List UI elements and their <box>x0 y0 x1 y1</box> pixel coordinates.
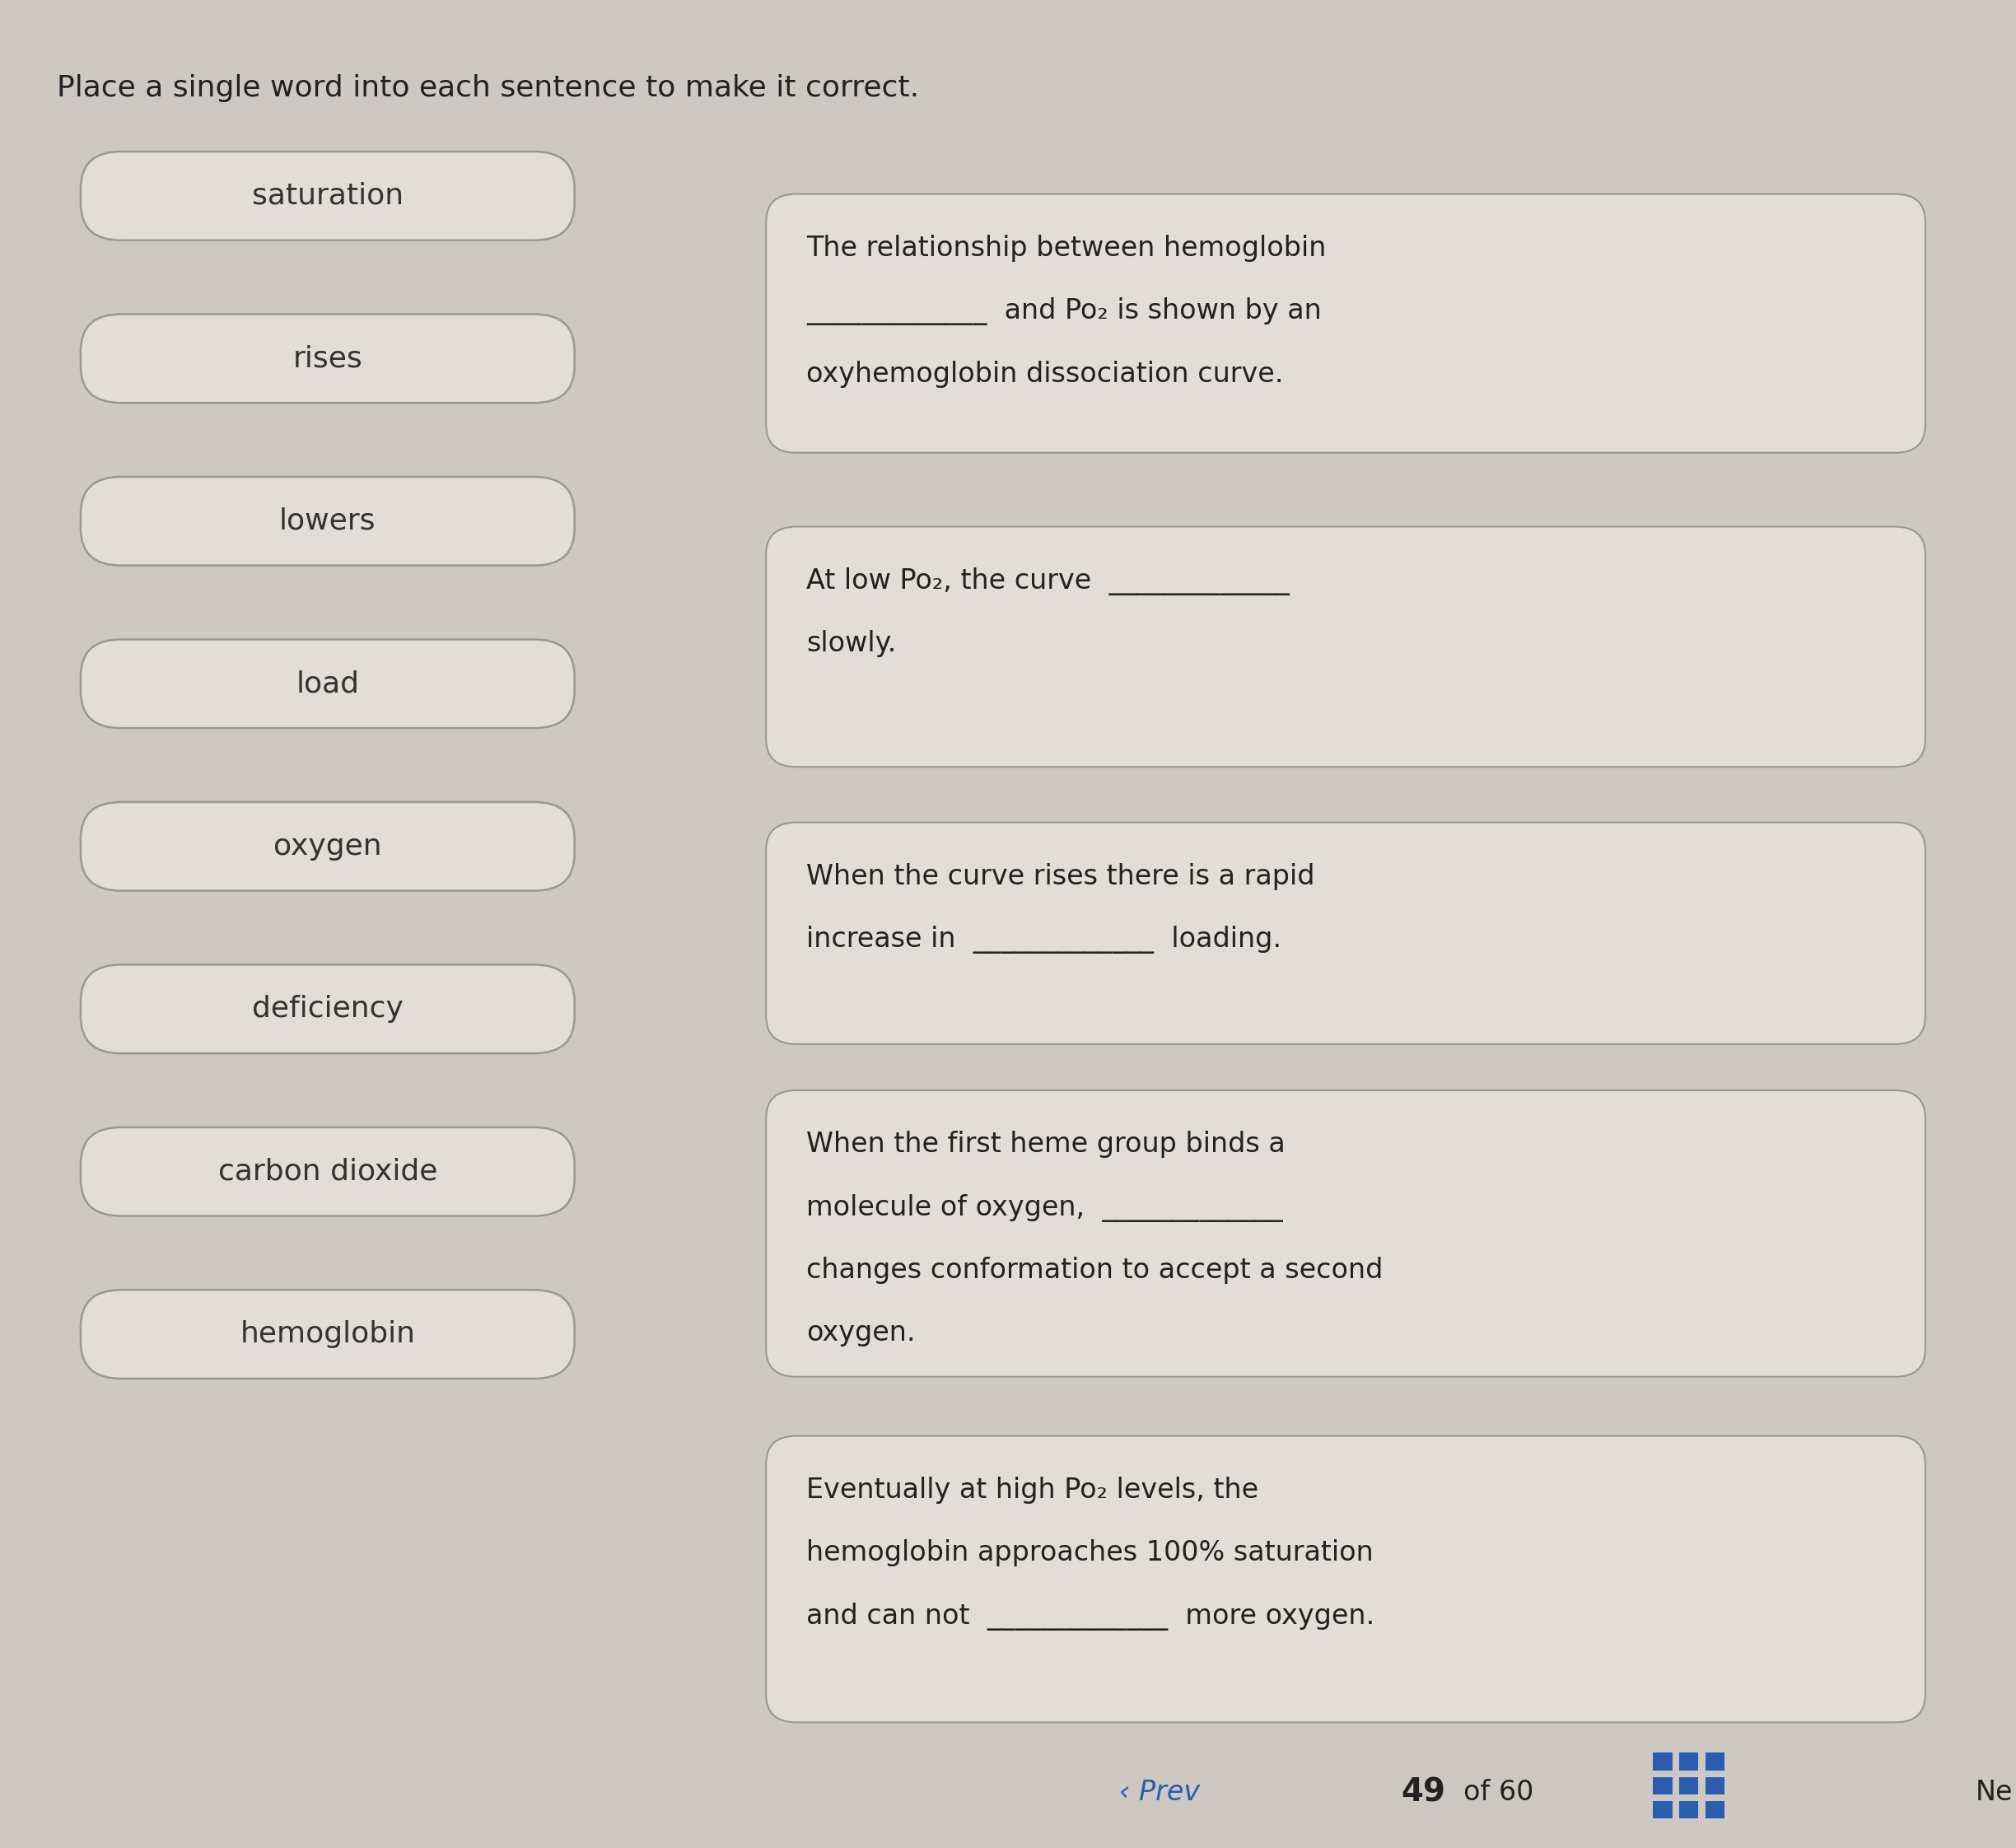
Text: load: load <box>296 669 359 699</box>
Text: Eventually at high Po₂ levels, the: Eventually at high Po₂ levels, the <box>806 1477 1258 1504</box>
FancyBboxPatch shape <box>81 965 575 1053</box>
FancyBboxPatch shape <box>1679 1778 1697 1794</box>
Text: molecule of oxygen,  _____________: molecule of oxygen, _____________ <box>806 1194 1282 1222</box>
Text: _____________  and Po₂ is shown by an: _____________ and Po₂ is shown by an <box>806 298 1322 325</box>
Text: rises: rises <box>292 344 363 373</box>
Text: When the first heme group binds a: When the first heme group binds a <box>806 1131 1286 1159</box>
FancyBboxPatch shape <box>1653 1800 1671 1818</box>
FancyBboxPatch shape <box>766 1090 1925 1377</box>
FancyBboxPatch shape <box>1653 1778 1671 1794</box>
Text: lowers: lowers <box>280 506 375 536</box>
FancyBboxPatch shape <box>81 477 575 565</box>
Text: The relationship between hemoglobin: The relationship between hemoglobin <box>806 235 1327 262</box>
FancyBboxPatch shape <box>81 314 575 403</box>
Text: oxyhemoglobin dissociation curve.: oxyhemoglobin dissociation curve. <box>806 360 1284 388</box>
FancyBboxPatch shape <box>81 1127 575 1216</box>
FancyBboxPatch shape <box>81 152 575 240</box>
Text: and can not  _____________  more oxygen.: and can not _____________ more oxygen. <box>806 1602 1375 1630</box>
Text: oxygen.: oxygen. <box>806 1319 915 1347</box>
FancyBboxPatch shape <box>1679 1752 1697 1770</box>
FancyBboxPatch shape <box>1706 1778 1724 1794</box>
Text: carbon dioxide: carbon dioxide <box>218 1157 437 1186</box>
FancyBboxPatch shape <box>1653 1752 1671 1770</box>
Text: of 60: of 60 <box>1464 1780 1534 1805</box>
FancyBboxPatch shape <box>766 822 1925 1044</box>
Text: oxygen: oxygen <box>274 832 381 861</box>
Text: ‹ Prev: ‹ Prev <box>1119 1780 1200 1805</box>
Text: When the curve rises there is a rapid: When the curve rises there is a rapid <box>806 863 1314 891</box>
Text: hemoglobin approaches 100% saturation: hemoglobin approaches 100% saturation <box>806 1539 1373 1567</box>
FancyBboxPatch shape <box>1679 1800 1697 1818</box>
Text: deficiency: deficiency <box>252 994 403 1024</box>
Text: changes conformation to accept a second: changes conformation to accept a second <box>806 1257 1383 1284</box>
FancyBboxPatch shape <box>81 639 575 728</box>
FancyBboxPatch shape <box>81 1290 575 1379</box>
Text: slowly.: slowly. <box>806 630 897 658</box>
Text: hemoglobin: hemoglobin <box>240 1319 415 1349</box>
FancyBboxPatch shape <box>766 1436 1925 1722</box>
FancyBboxPatch shape <box>766 194 1925 453</box>
Text: At low Po₂, the curve  _____________: At low Po₂, the curve _____________ <box>806 567 1290 595</box>
Text: 49: 49 <box>1401 1778 1445 1807</box>
Text: Place a single word into each sentence to make it correct.: Place a single word into each sentence t… <box>56 74 919 102</box>
FancyBboxPatch shape <box>81 802 575 891</box>
Text: Ne: Ne <box>1976 1780 2014 1805</box>
Text: saturation: saturation <box>252 181 403 211</box>
FancyBboxPatch shape <box>766 527 1925 767</box>
FancyBboxPatch shape <box>1706 1800 1724 1818</box>
FancyBboxPatch shape <box>1706 1752 1724 1770</box>
Text: increase in  _____________  loading.: increase in _____________ loading. <box>806 926 1282 954</box>
